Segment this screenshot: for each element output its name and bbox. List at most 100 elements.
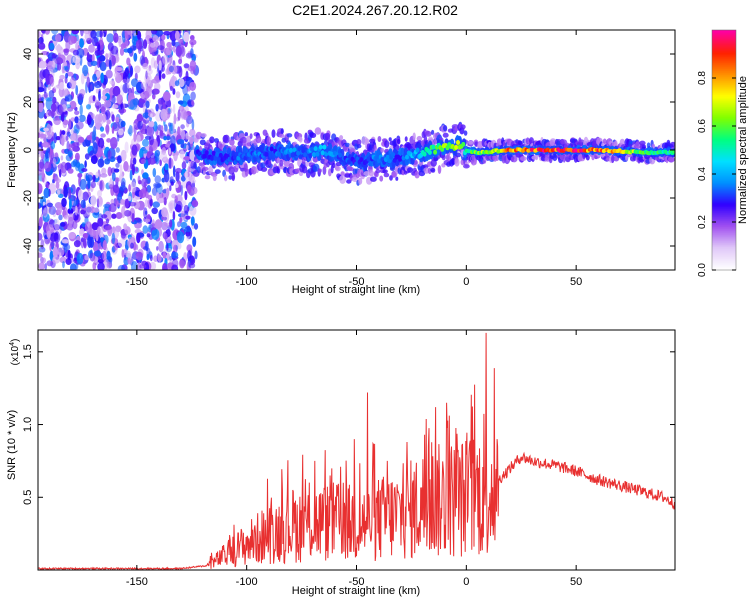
spectrogram-panel: -150 -100 -50 0 50 -40 -20 0 20 40 Height of str… xyxy=(6,29,676,296)
noise-blob xyxy=(128,124,133,137)
ridge-halo xyxy=(358,177,363,185)
ridge-peak xyxy=(376,158,381,164)
noise-blob xyxy=(144,199,149,208)
ridge-halo xyxy=(344,142,350,148)
colorbar-cell xyxy=(712,256,736,259)
colorbar-cell xyxy=(712,130,736,133)
noise-blob xyxy=(132,157,137,165)
noise-blob xyxy=(103,210,112,222)
noise-blob xyxy=(152,35,159,43)
noise-blob xyxy=(82,64,89,77)
noise-blob xyxy=(115,147,120,153)
noise-blob xyxy=(186,185,192,194)
colorbar-cell xyxy=(712,52,736,55)
noise-blob xyxy=(57,62,62,71)
noise-blob xyxy=(124,141,129,154)
colorbar-tick-label: 0.2 xyxy=(697,215,708,229)
noise-blob xyxy=(70,263,77,270)
colorbar-label: Normalized spectral amplitude xyxy=(737,76,749,224)
colorbar-cell xyxy=(712,100,736,103)
noise-blob xyxy=(47,111,56,117)
noise-blob xyxy=(91,54,95,63)
colorbar-cell xyxy=(712,164,736,167)
noise-blob xyxy=(72,220,78,230)
noise-blob xyxy=(109,203,117,213)
noise-blob xyxy=(59,82,65,90)
colorbar-cell xyxy=(712,156,736,159)
noise-blob xyxy=(51,30,59,35)
noise-blob xyxy=(38,101,44,113)
colorbar-cell xyxy=(712,210,736,213)
noise-blob xyxy=(100,237,104,243)
ridge-peak xyxy=(310,146,315,152)
noise-blob xyxy=(44,30,50,35)
colorbar-cell xyxy=(712,186,736,189)
noise-blob xyxy=(64,94,73,102)
ridge-halo xyxy=(339,175,346,184)
colorbar-cell xyxy=(712,84,736,87)
ridge-peak xyxy=(368,161,373,167)
noise-blob xyxy=(179,150,185,159)
noise-blob xyxy=(190,35,195,41)
noise-blob xyxy=(142,138,149,147)
noise-blob xyxy=(137,218,143,224)
noise-blob xyxy=(75,121,84,130)
ridge-halo xyxy=(317,168,322,173)
noise-blob xyxy=(38,31,41,38)
noise-blob xyxy=(82,233,88,239)
noise-blob xyxy=(124,67,129,77)
noise-blob xyxy=(78,189,83,201)
noise-blob xyxy=(190,161,197,170)
noise-blob xyxy=(154,219,163,229)
spectrogram-y-axis: -40 -20 0 20 40 xyxy=(22,48,675,254)
noise-blob xyxy=(38,81,42,88)
noise-blob xyxy=(66,71,74,77)
noise-blob xyxy=(153,60,158,70)
noise-blob xyxy=(78,114,86,123)
ridge-halo xyxy=(312,163,320,172)
snr-panel: -150 -100 -50 0 50 0.5 1.0 1.5 Height of strai… xyxy=(6,329,676,597)
x-tick-label: -50 xyxy=(349,276,365,288)
noise-blob xyxy=(190,179,197,184)
noise-blob xyxy=(184,170,188,180)
ridge-halo xyxy=(670,141,675,148)
noise-blob xyxy=(165,143,170,148)
noise-blob xyxy=(130,242,134,249)
noise-blob xyxy=(174,80,180,87)
ridge-peak xyxy=(405,154,409,160)
noise-blob xyxy=(112,85,121,97)
colorbar-cell xyxy=(712,142,736,145)
noise-blob xyxy=(102,113,107,123)
ridge-halo xyxy=(443,125,448,132)
noise-blob xyxy=(110,45,119,55)
noise-blob xyxy=(94,50,101,57)
ridge-halo xyxy=(298,136,303,143)
noise-blob xyxy=(179,217,182,222)
noise-blob xyxy=(126,165,131,173)
ridge-halo xyxy=(463,164,470,169)
noise-blob xyxy=(118,37,122,48)
noise-blob xyxy=(166,187,170,197)
noise-blob xyxy=(174,183,179,189)
ridge-halo xyxy=(474,141,479,148)
noise-blob xyxy=(133,52,138,62)
noise-blob xyxy=(40,239,45,250)
ridge-halo xyxy=(244,132,248,137)
noise-blob xyxy=(183,31,190,43)
noise-blob xyxy=(62,119,69,126)
ridge-halo xyxy=(602,138,607,145)
ridge-halo xyxy=(228,175,233,180)
noise-blob xyxy=(63,65,69,71)
noise-blob xyxy=(114,67,123,72)
noise-blob xyxy=(38,93,41,102)
colorbar-cell xyxy=(712,232,736,235)
colorbar-cell xyxy=(712,166,736,169)
ridge-halo xyxy=(279,159,284,168)
ridge-halo xyxy=(463,130,468,136)
noise-blob xyxy=(190,91,196,101)
noise-blob xyxy=(189,205,197,216)
noise-blob xyxy=(157,197,165,204)
noise-blob xyxy=(181,161,187,170)
y-tick-label: -40 xyxy=(22,238,34,254)
noise-blob xyxy=(50,76,55,87)
